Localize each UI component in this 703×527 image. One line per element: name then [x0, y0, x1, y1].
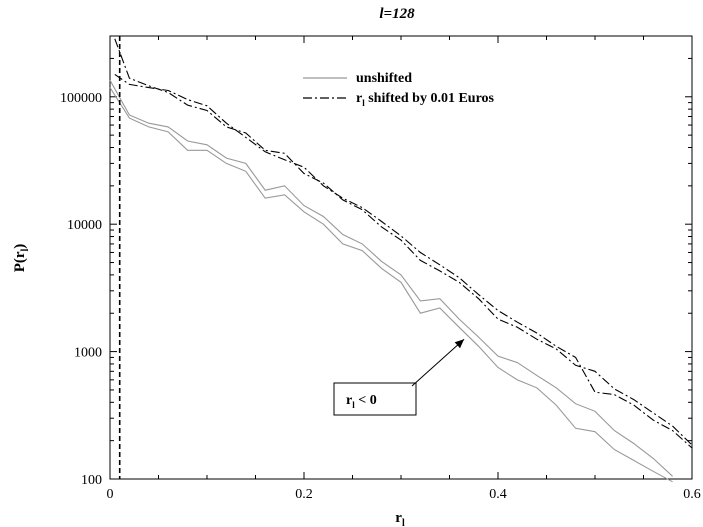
annotation-text-main: r	[346, 393, 352, 408]
x-axis-label: rl	[395, 510, 405, 527]
y-axis-label-main: P(r	[12, 251, 28, 272]
series-line-0	[109, 87, 673, 483]
annotation-box	[333, 382, 417, 416]
annotation-arrowhead	[454, 339, 465, 349]
annotation-text: rl < 0	[346, 393, 377, 410]
x-axis-label-sub: l	[402, 518, 405, 527]
y-tick-label: 100000	[60, 91, 102, 106]
x-tick-label: 0.4	[489, 487, 507, 502]
series-line-1	[109, 79, 673, 477]
annotation-arrow	[411, 338, 465, 387]
x-tick-label: 0.6	[683, 487, 701, 502]
x-tick-label: 0.2	[295, 487, 313, 502]
legend-label-shifted: rl shifted by 0.01 Euros	[356, 91, 495, 108]
series-line-2	[114, 38, 693, 446]
x-axis-label-main: r	[395, 510, 402, 526]
axis-ticks: 100 1000 10000 100000 0 0.2 0.4 0.6	[60, 35, 701, 502]
legend-label-shifted-main: r	[356, 91, 362, 106]
legend-label-shifted-sub: l	[362, 98, 365, 108]
chart-title: l=128	[379, 6, 415, 22]
legend-label-shifted-rest: shifted by 0.01 Euros	[365, 91, 495, 106]
y-tick-label: 10000	[67, 218, 102, 233]
x-tick-label: 0	[107, 487, 114, 502]
y-axis-label-sub: l	[20, 248, 31, 251]
y-axis-label-close: )	[12, 244, 28, 249]
series-line-3	[114, 73, 693, 449]
legend: unshifted rl shifted by 0.01 Euros	[303, 71, 495, 108]
y-axis-label: P(rl)	[12, 244, 31, 273]
annotation: rl < 0	[333, 338, 465, 416]
y-tick-label: 1000	[74, 346, 102, 361]
y-tick-label: 100	[81, 473, 102, 488]
series-layer	[109, 36, 693, 483]
annotation-text-sub: l	[352, 400, 355, 410]
annotation-text-rest: < 0	[355, 393, 377, 408]
legend-label-unshifted: unshifted	[356, 71, 412, 86]
